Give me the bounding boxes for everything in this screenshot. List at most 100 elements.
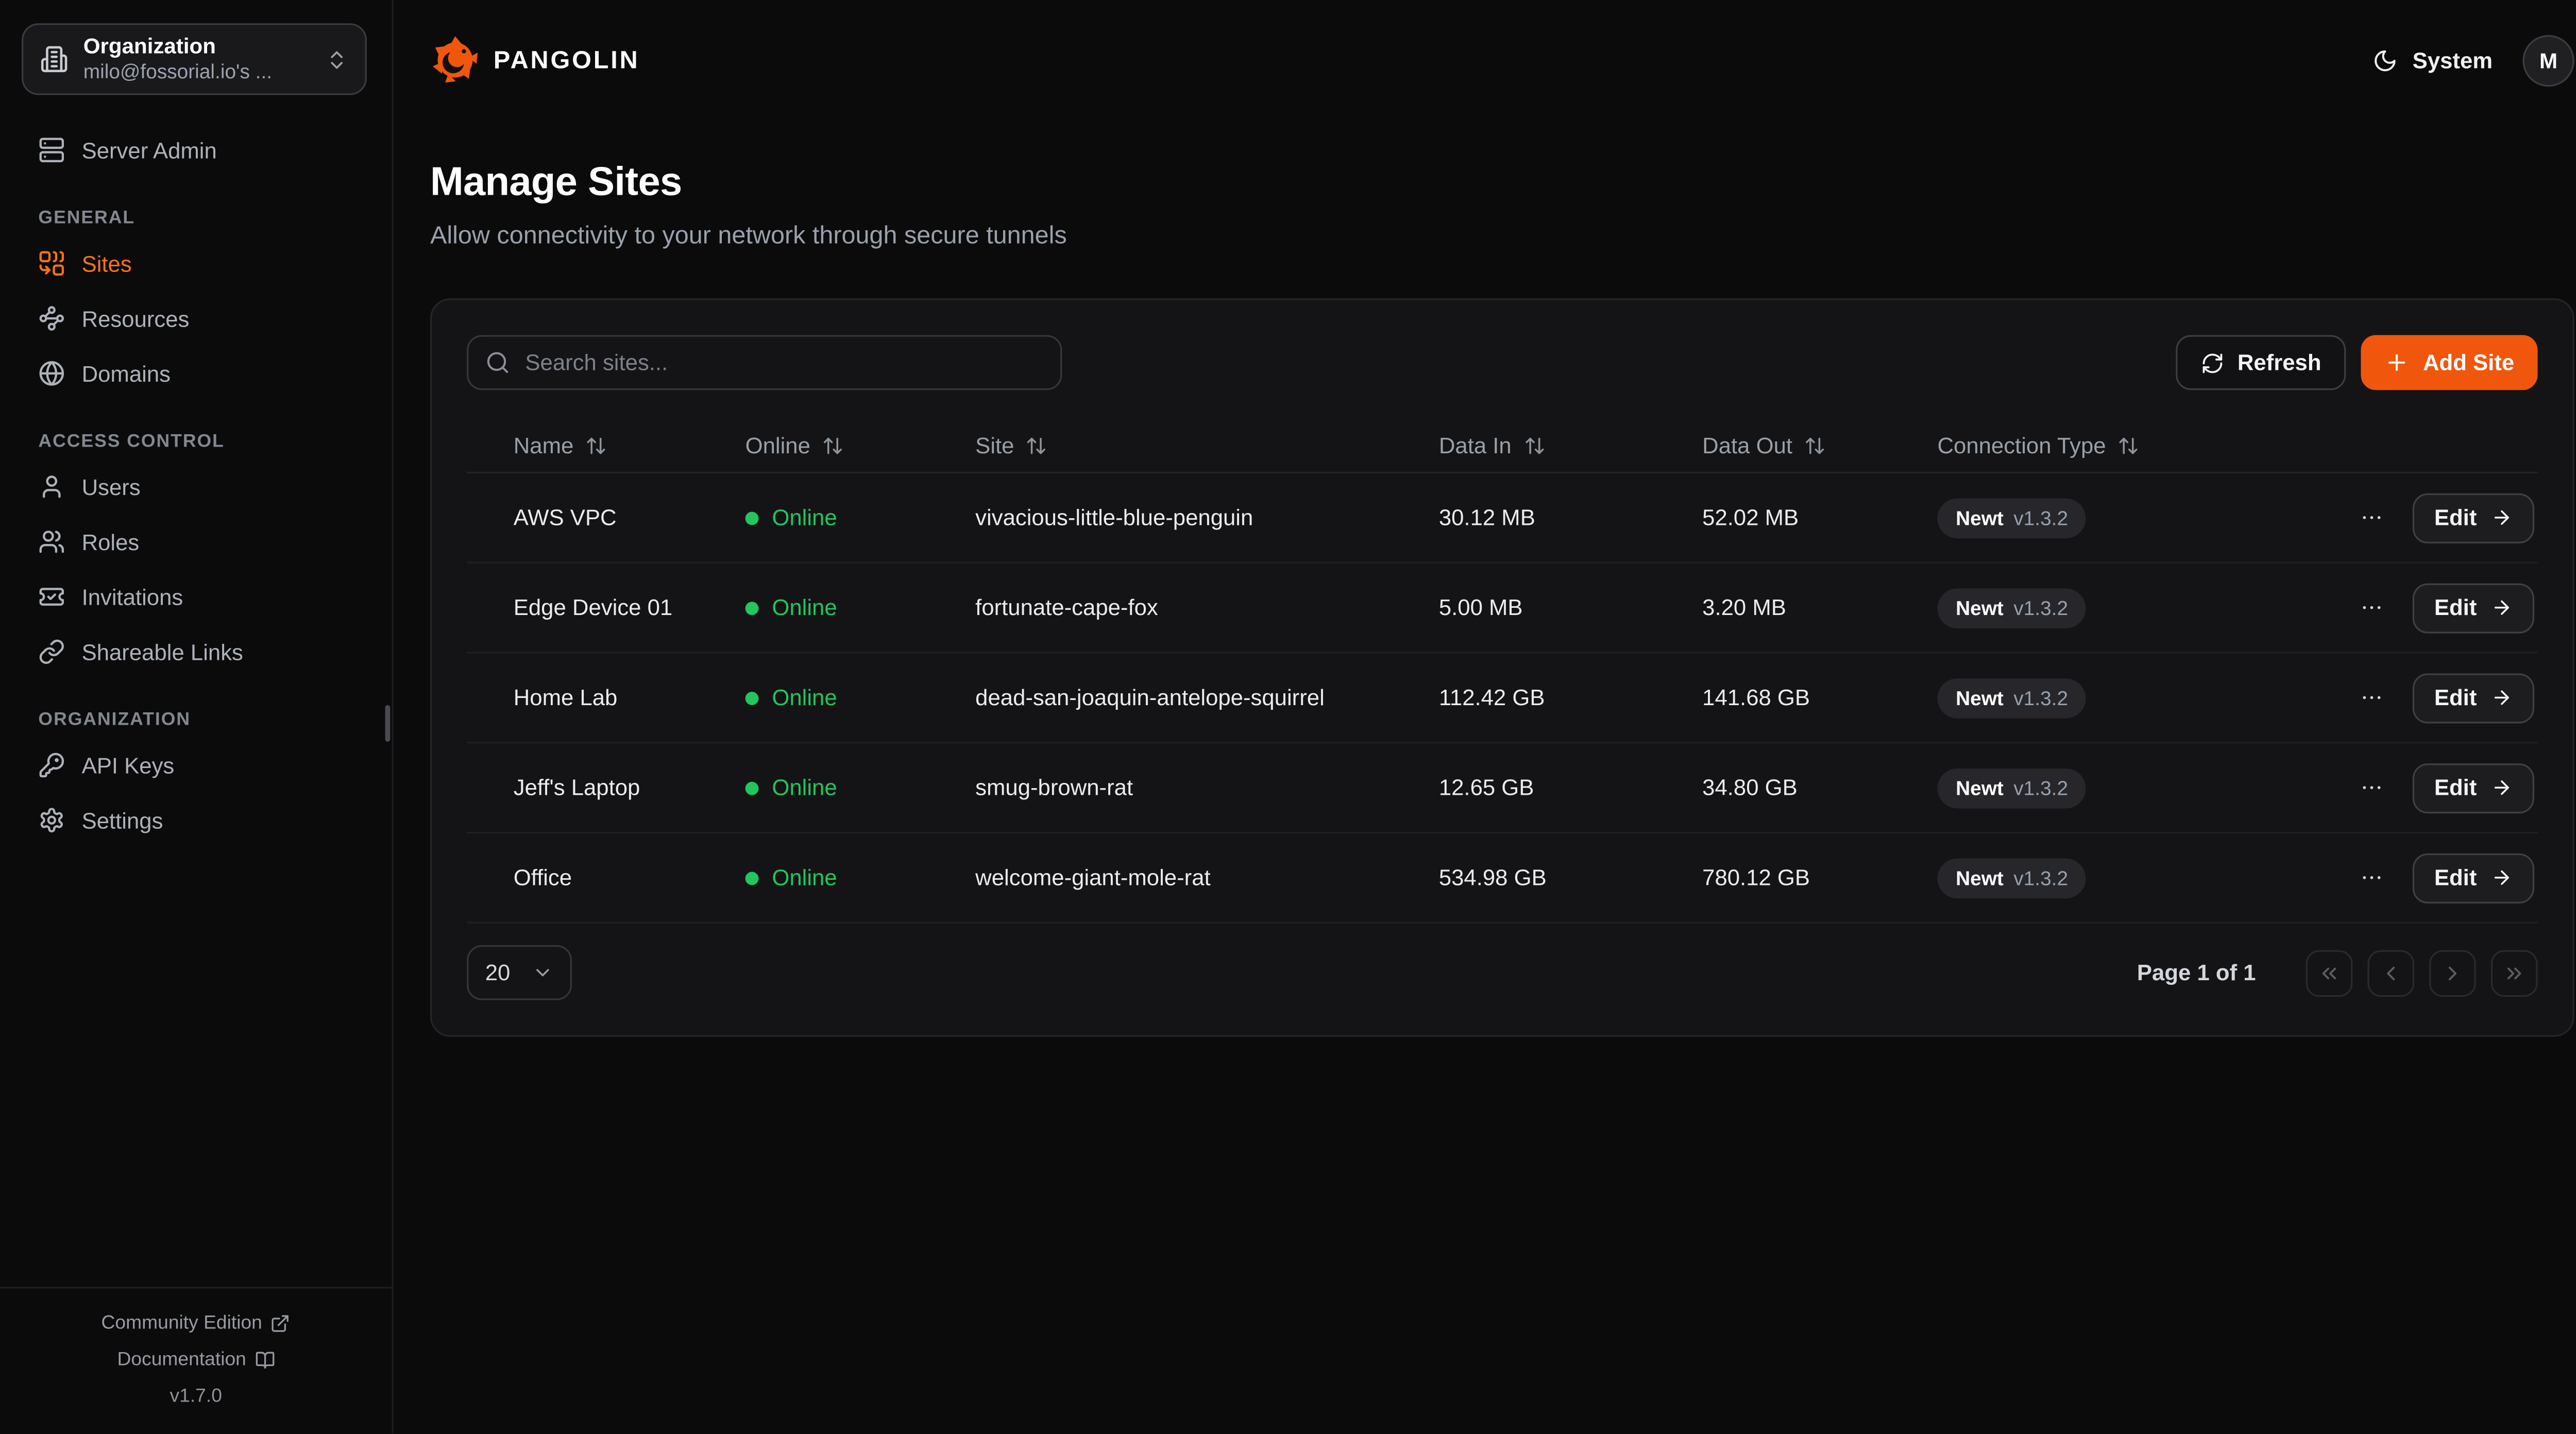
sort-icon (1804, 434, 1826, 456)
sites-table: Name Online Site Data In (467, 418, 2538, 924)
first-page-button[interactable] (2306, 949, 2353, 996)
edit-button[interactable]: Edit (2412, 672, 2534, 723)
page-size-select[interactable]: 20 (467, 945, 572, 1000)
cell-status: Online (745, 775, 976, 800)
row-menu-button[interactable] (2356, 502, 2387, 533)
add-site-button[interactable]: Add Site (2361, 335, 2538, 390)
sidebar-item-invitations[interactable]: Invitations (22, 572, 370, 622)
sidebar-item-domains[interactable]: Domains (22, 348, 370, 398)
documentation-link[interactable]: Documentation (0, 1342, 392, 1379)
column-header-data-in[interactable]: Data In (1439, 433, 1702, 457)
row-menu-button[interactable] (2356, 682, 2387, 713)
edit-button[interactable]: Edit (2412, 852, 2534, 903)
sort-icon (2117, 434, 2139, 456)
globe-icon (38, 360, 65, 387)
chevrons-left-icon (2317, 961, 2341, 984)
documentation-label: Documentation (117, 1350, 246, 1371)
arrow-right-icon (2490, 597, 2512, 619)
theme-toggle-button[interactable]: System (2372, 47, 2493, 73)
table-row: AWS VPC Online vivacious-little-blue-pen… (467, 473, 2538, 564)
cell-name: Jeff's Laptop (513, 775, 640, 800)
moon-icon (2372, 47, 2398, 73)
sidebar-item-roles[interactable]: Roles (22, 517, 370, 567)
cell-data-out: 780.12 GB (1702, 865, 1810, 891)
cell-site: welcome-giant-mole-rat (975, 865, 1211, 891)
cell-data-out: 3.20 MB (1702, 595, 1786, 620)
row-menu-button[interactable] (2356, 862, 2387, 893)
link-icon (38, 638, 65, 665)
connection-type-badge: Newt v1.3.2 (1937, 498, 2087, 538)
column-header-connection-type[interactable]: Connection Type (1937, 433, 2355, 457)
search-input[interactable] (467, 335, 1062, 390)
cell-status: Online (745, 595, 976, 620)
online-status-dot (745, 870, 759, 884)
cell-name: Office (513, 865, 572, 891)
sort-icon (1026, 434, 1047, 456)
edit-button[interactable]: Edit (2412, 492, 2534, 543)
brand-name: PANGOLIN (493, 45, 640, 75)
sidebar-footer: Community Edition Documentation v1.7.0 (0, 1287, 392, 1434)
main-area: PANGOLIN System M Manage Sites Allow con… (394, 0, 2576, 1434)
last-page-button[interactable] (2490, 949, 2538, 996)
sidebar-item-settings[interactable]: Settings (22, 795, 370, 845)
cell-site: fortunate-cape-fox (975, 595, 1158, 620)
sidebar-section-organization: ORGANIZATION (38, 710, 191, 730)
refresh-icon (2201, 351, 2224, 374)
sidebar-item-label: Sites (81, 251, 132, 276)
sidebar-item-users[interactable]: Users (22, 462, 370, 511)
table-row: Home Lab Online dead-san-joaquin-antelop… (467, 654, 2538, 744)
community-edition-label: Community Edition (101, 1312, 262, 1333)
column-header-online[interactable]: Online (745, 433, 976, 457)
previous-page-button[interactable] (2367, 949, 2415, 996)
gear-icon (38, 807, 65, 833)
chevrons-up-down-icon (325, 47, 348, 71)
sidebar-item-server-admin[interactable]: Server Admin (22, 125, 370, 175)
arrow-right-icon (2490, 687, 2512, 708)
brand-logo[interactable]: PANGOLIN (430, 35, 640, 85)
arrow-right-icon (2490, 777, 2512, 798)
ellipsis-icon (2359, 505, 2384, 531)
sidebar-item-shareable-links[interactable]: Shareable Links (22, 627, 370, 677)
sidebar-item-api-keys[interactable]: API Keys (22, 740, 370, 790)
org-picker-value: milo@fossorial.io's ... (83, 60, 273, 84)
table-row: Office Online welcome-giant-mole-rat 534… (467, 833, 2538, 924)
pangolin-logo-icon (430, 35, 480, 85)
community-edition-link[interactable]: Community Edition (0, 1304, 392, 1342)
cell-data-in: 30.12 MB (1438, 505, 1535, 531)
waypoints-icon (38, 305, 65, 332)
column-header-data-out[interactable]: Data Out (1702, 433, 1937, 457)
page-subtitle: Allow connectivity to your network throu… (430, 221, 1067, 250)
online-status-dot (745, 781, 759, 795)
refresh-button[interactable]: Refresh (2176, 335, 2347, 390)
edit-button[interactable]: Edit (2412, 762, 2534, 813)
next-page-button[interactable] (2429, 949, 2476, 996)
cell-status: Online (745, 685, 976, 710)
cell-data-out: 141.68 GB (1702, 685, 1810, 710)
column-header-site[interactable]: Site (975, 433, 1439, 457)
building-icon (40, 45, 69, 73)
sidebar-item-label: Server Admin (81, 137, 217, 163)
online-status-dot (745, 510, 759, 524)
sidebar-section-general: GENERAL (38, 208, 135, 229)
sidebar-item-sites[interactable]: Sites (22, 238, 370, 288)
chevrons-right-icon (2503, 961, 2526, 984)
avatar[interactable]: M (2522, 34, 2574, 86)
key-icon (38, 752, 65, 779)
sort-icon (822, 434, 844, 456)
chevron-down-icon (532, 962, 553, 983)
row-menu-button[interactable] (2356, 592, 2387, 623)
app-version: v1.7.0 (170, 1387, 222, 1408)
sidebar-item-resources[interactable]: Resources (22, 294, 370, 344)
sidebar-scrollbar-thumb[interactable] (385, 705, 391, 742)
page-head: Manage Sites Allow connectivity to your … (430, 160, 2574, 250)
connection-type-badge: Newt v1.3.2 (1937, 587, 2087, 628)
org-picker[interactable]: Organization milo@fossorial.io's ... (22, 23, 367, 95)
table-header-row: Name Online Site Data In (467, 418, 2538, 474)
topbar: PANGOLIN System M (430, 0, 2574, 120)
connection-type-badge: Newt v1.3.2 (1937, 767, 2087, 808)
sidebar-item-label: Resources (81, 305, 190, 331)
sidebar-item-label: API Keys (81, 753, 175, 778)
edit-button[interactable]: Edit (2412, 583, 2534, 633)
column-header-name[interactable]: Name (514, 433, 745, 457)
row-menu-button[interactable] (2356, 772, 2387, 803)
